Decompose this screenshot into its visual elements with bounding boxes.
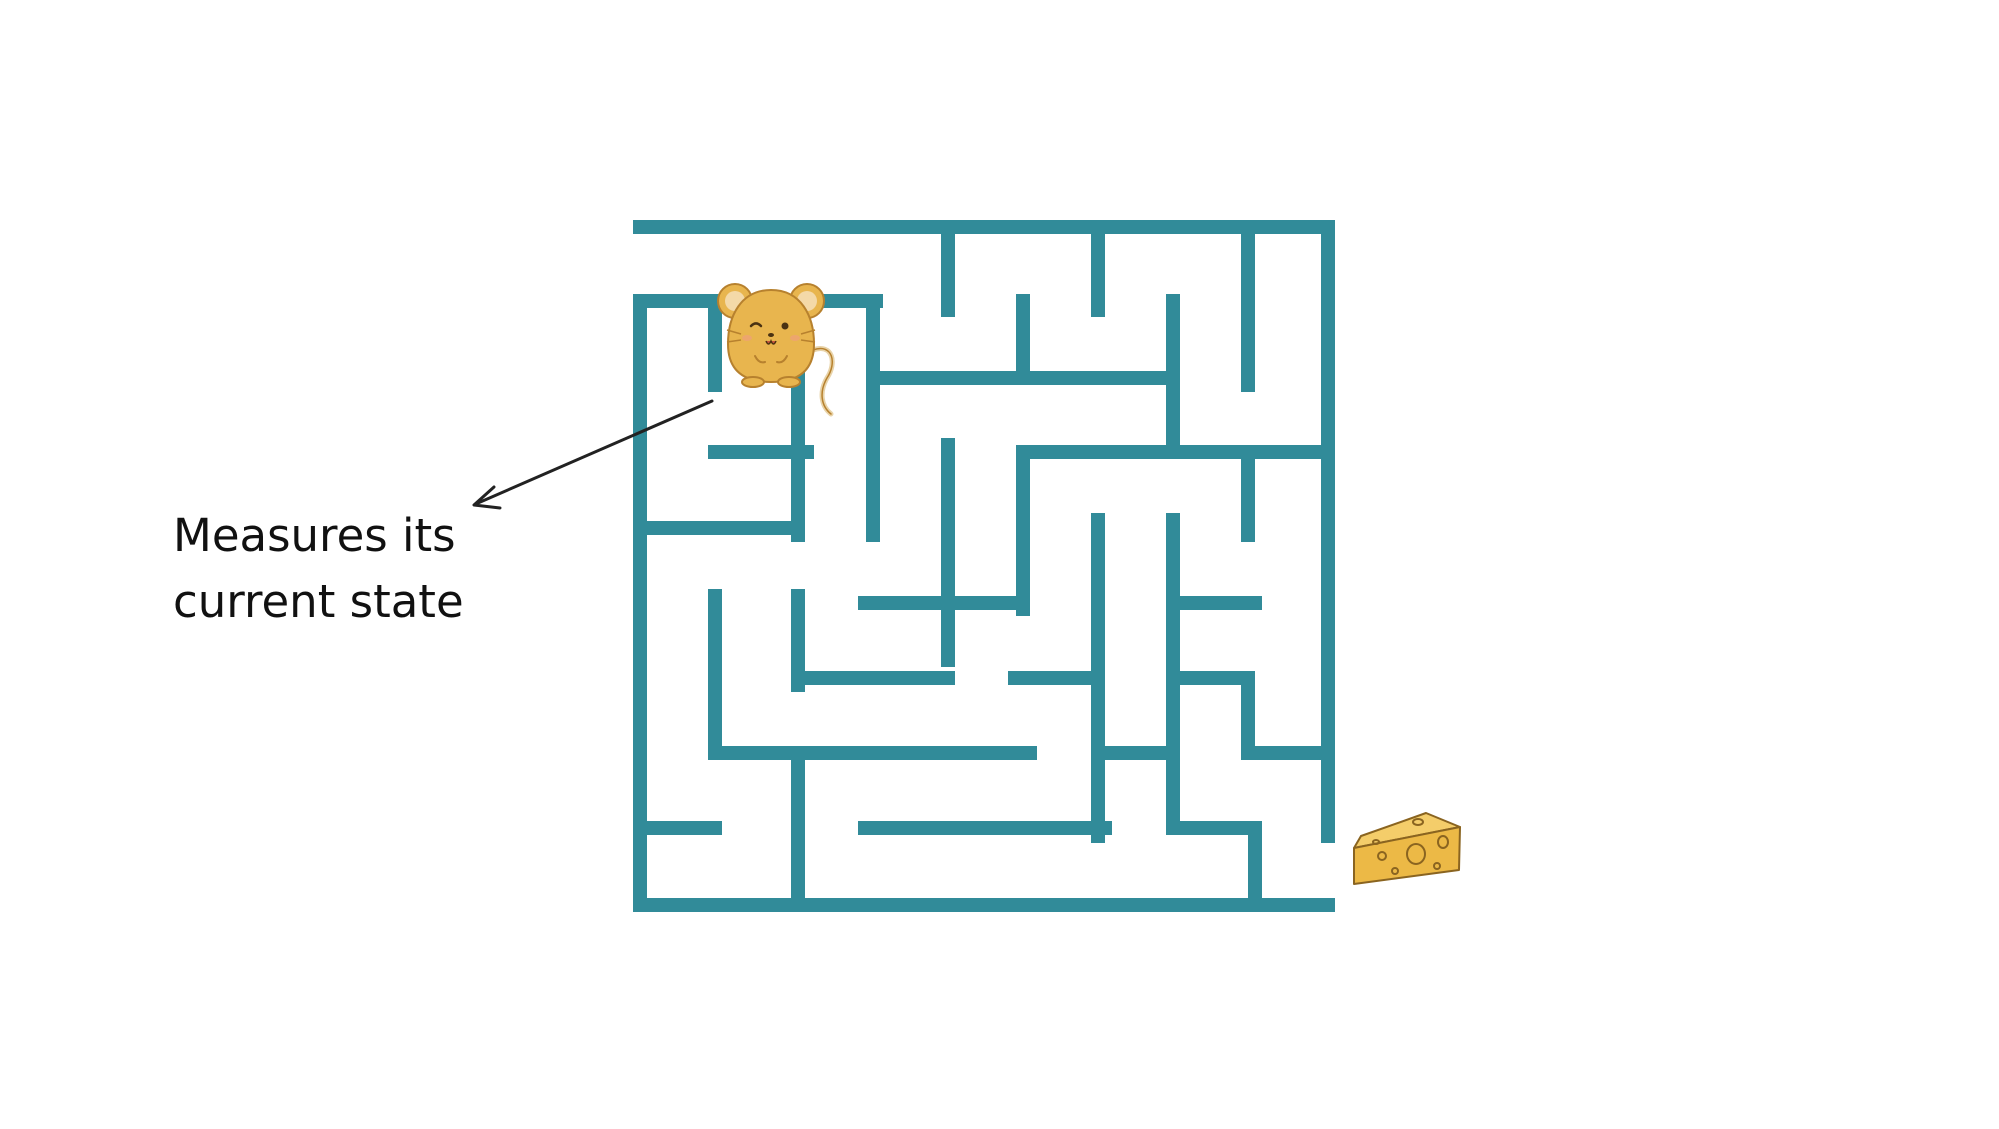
cheese-icon <box>1353 812 1461 885</box>
annotation-label: Measures its current state <box>173 503 464 635</box>
maze-walls <box>633 220 1335 912</box>
annotation-line-2: current state <box>173 575 464 628</box>
annotation-arrow <box>472 399 714 510</box>
annotation-line-1: Measures its <box>173 509 456 562</box>
mouse-icon <box>717 283 835 417</box>
